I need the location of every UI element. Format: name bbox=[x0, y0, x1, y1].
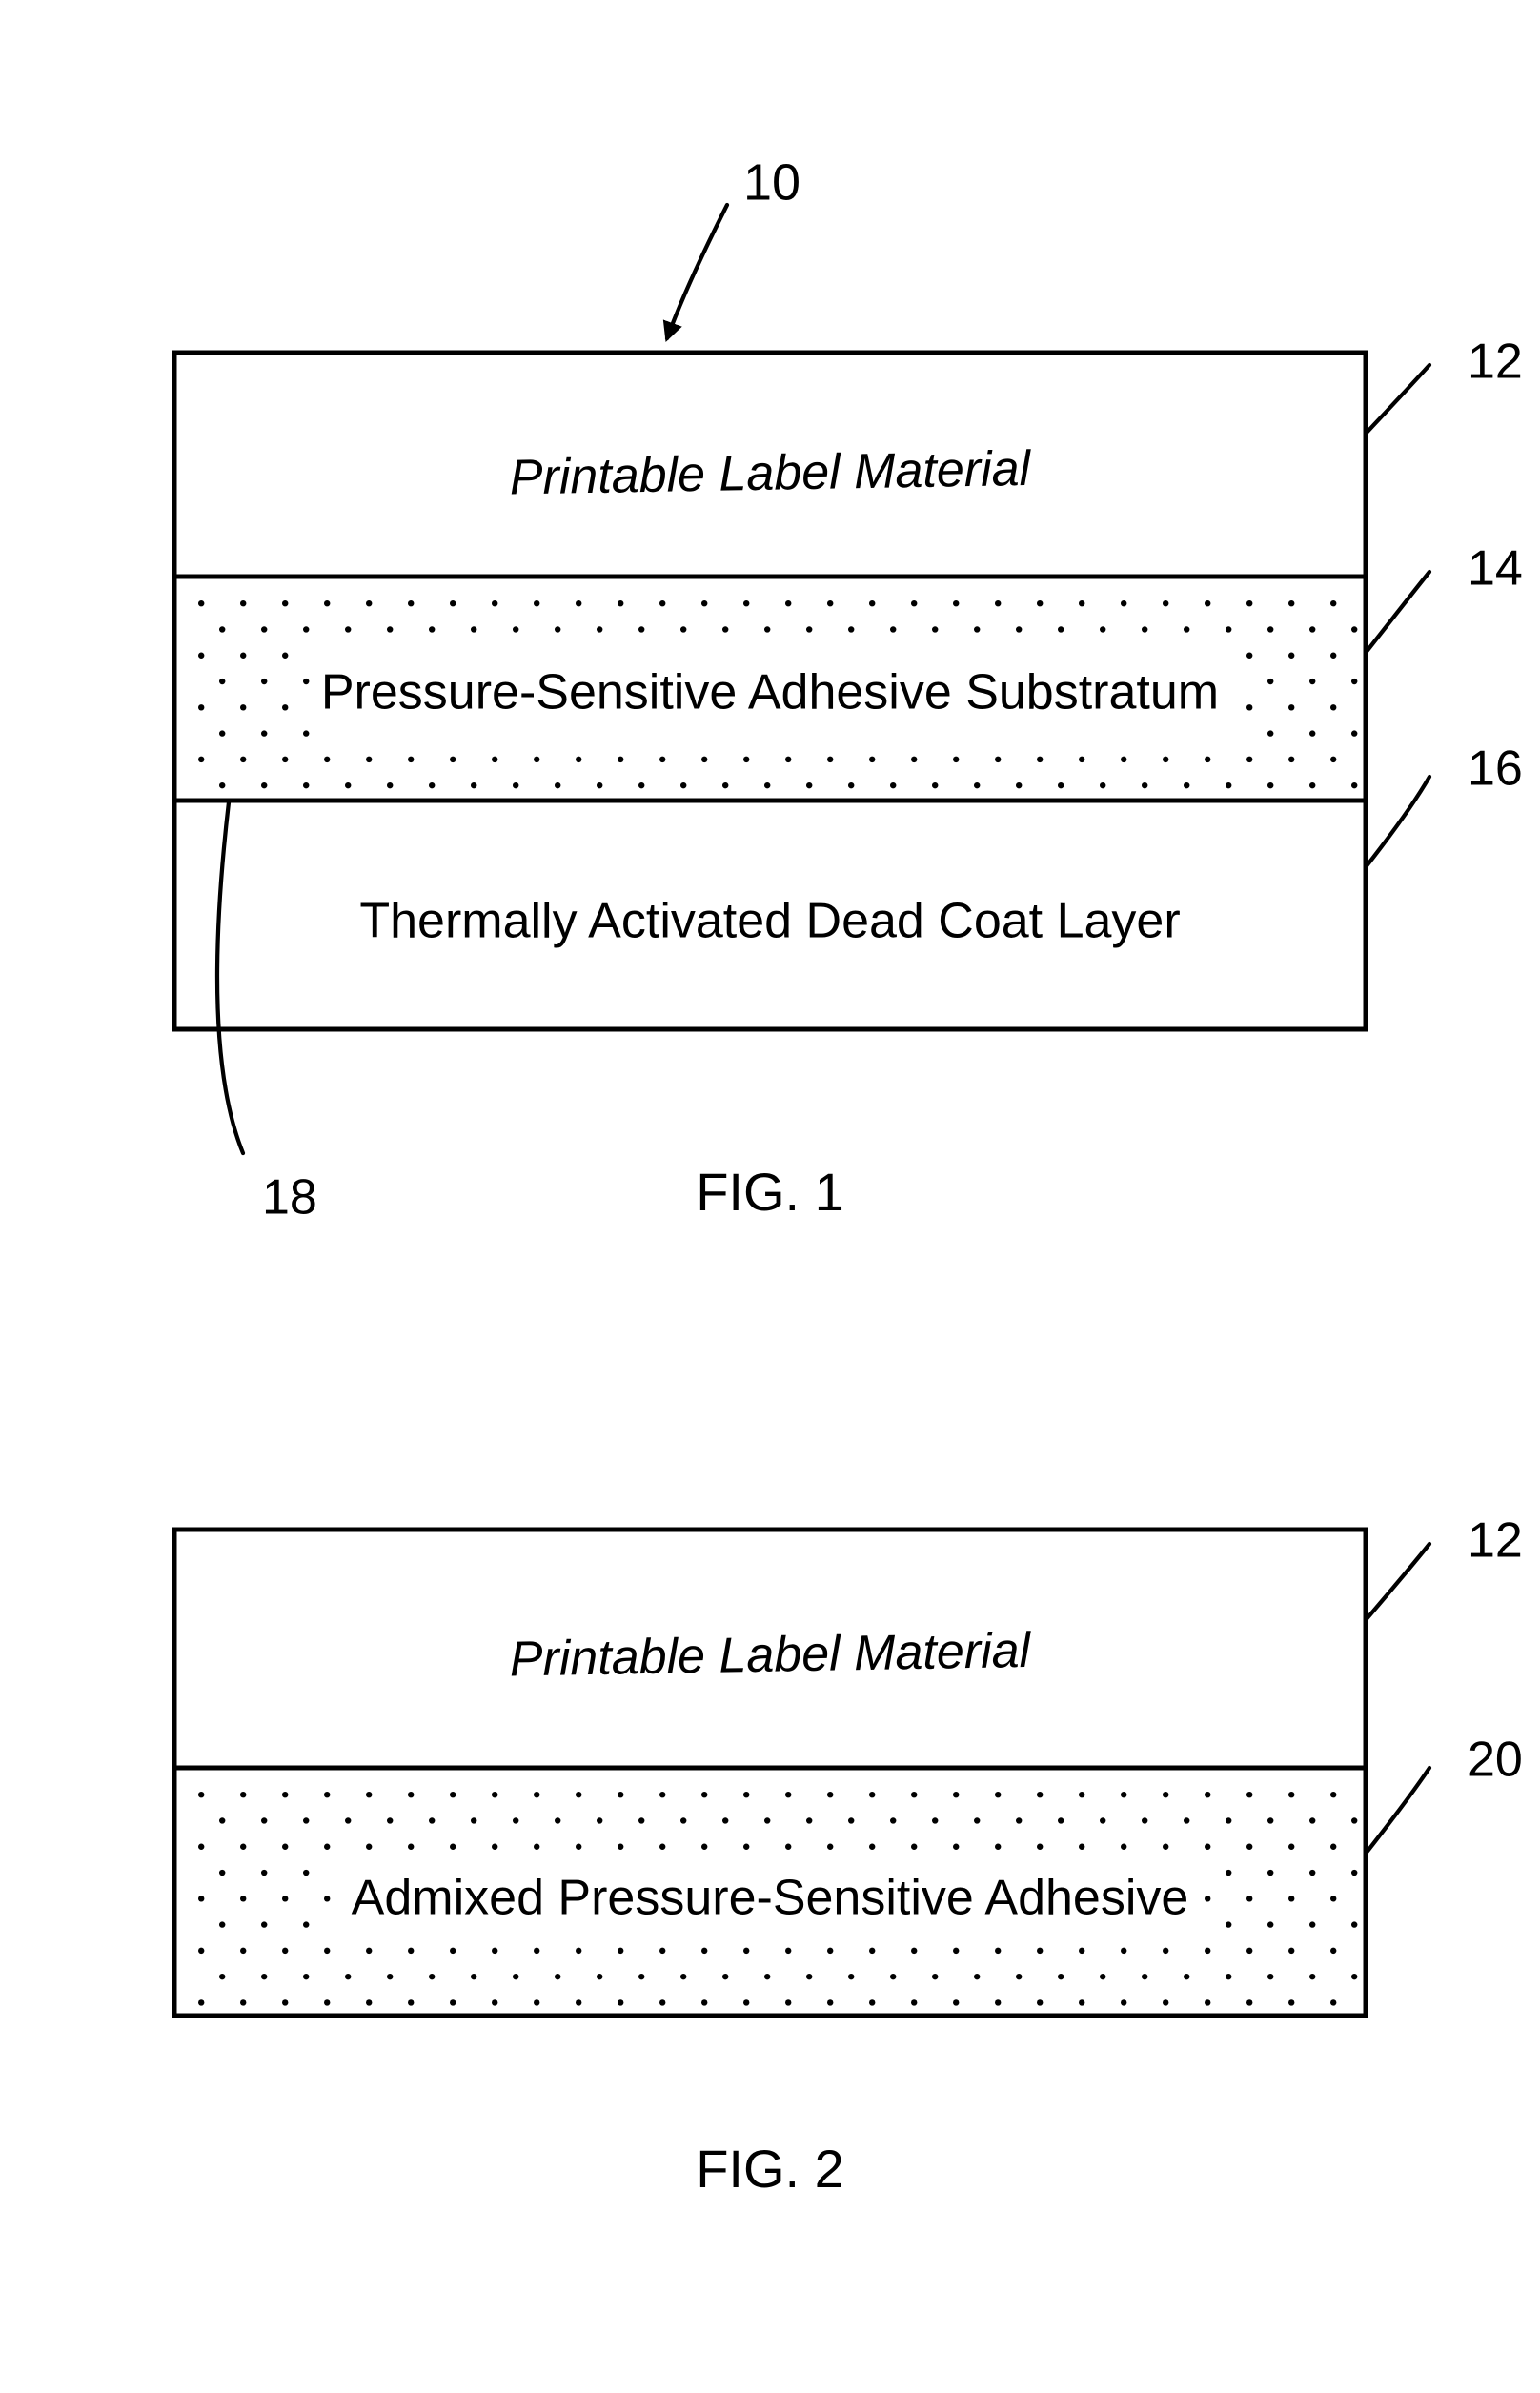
ref-12: 12 bbox=[1468, 335, 1523, 390]
ref-12: 12 bbox=[1468, 1513, 1523, 1569]
fig2-layer1-label: Printable Label Material bbox=[509, 1623, 1032, 1688]
ref-18: 18 bbox=[262, 1170, 317, 1226]
figure-2-caption: FIG. 2 bbox=[696, 2139, 844, 2199]
figure-1: Printable Label Material Pressure-Sensiti… bbox=[174, 153, 1523, 1225]
fig1-layer1-label: Printable Label Material bbox=[509, 441, 1032, 506]
figure-1-caption: FIG. 1 bbox=[696, 1162, 844, 1222]
ref-14: 14 bbox=[1468, 541, 1523, 597]
ref-10: 10 bbox=[743, 153, 800, 211]
ref-20: 20 bbox=[1468, 1733, 1523, 1788]
fig1-layer3-label: Thermally Activated Dead Coat Layer bbox=[359, 894, 1180, 949]
ref-16: 16 bbox=[1468, 741, 1523, 797]
figure-2: Printable Label Material Admixed Pressure… bbox=[174, 1513, 1523, 2199]
fig1-layer2-label: Pressure-Sensitive Adhesive Substratum bbox=[321, 665, 1219, 720]
fig2-layer2-label: Admixed Pressure-Sensitive Adhesive bbox=[352, 1871, 1189, 1926]
